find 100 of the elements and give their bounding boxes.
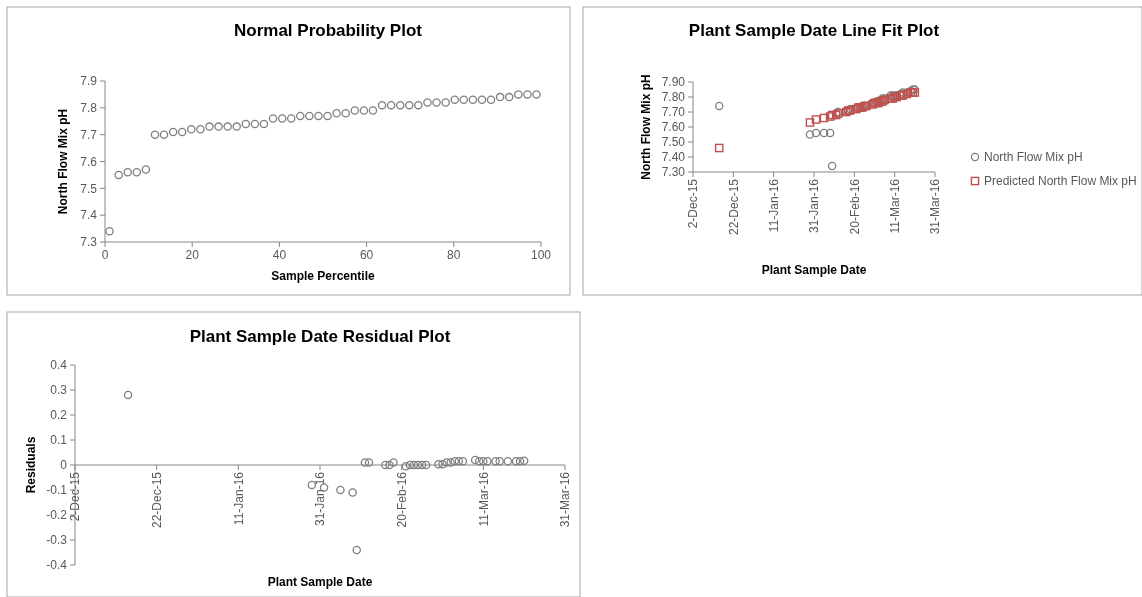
point	[514, 90, 523, 99]
point	[368, 106, 378, 115]
point	[268, 114, 278, 123]
point	[352, 545, 361, 555]
point	[385, 460, 394, 470]
x-tick-label: 22-Dec-15	[149, 471, 164, 529]
point	[811, 115, 821, 124]
point	[405, 100, 414, 110]
point	[532, 90, 541, 99]
point	[159, 130, 169, 139]
point	[323, 111, 332, 121]
point	[296, 111, 305, 121]
x-tick-label: 2-Dec-15	[686, 178, 701, 229]
y-tick-label: 7.40	[661, 150, 686, 165]
x-tick-label: 20	[185, 248, 200, 262]
point	[454, 457, 464, 466]
x-axis-title: Plant Sample Date	[761, 263, 867, 277]
point	[241, 119, 251, 129]
legend-label: Predicted North Flow Mix pH	[984, 174, 1137, 189]
point	[417, 460, 427, 470]
point	[359, 106, 369, 115]
y-tick-label: 0.3	[50, 383, 68, 398]
point	[395, 100, 405, 110]
x-tick-label: 20-Feb-16	[394, 471, 409, 528]
x-tick-label: 11-Jan-16	[766, 178, 781, 233]
point	[348, 488, 357, 497]
point	[413, 460, 423, 470]
x-tick-label: 11-Mar-16	[887, 178, 902, 234]
point	[250, 119, 260, 129]
chart-title: Plant Sample Date Residual Plot	[189, 327, 451, 346]
y-tick-label: 7.90	[661, 75, 686, 90]
point	[123, 167, 132, 177]
x-tick-label: 31-Mar-16	[558, 471, 573, 528]
point	[405, 460, 415, 470]
point	[827, 161, 837, 171]
point	[450, 95, 459, 105]
y-axis-title: North Flow Mix pH	[639, 74, 653, 180]
x-tick-label: 22-Dec-15	[726, 178, 741, 236]
point	[515, 457, 525, 466]
point	[511, 457, 521, 466]
point	[523, 90, 532, 99]
x-tick-label: 100	[530, 248, 552, 262]
point	[196, 125, 205, 134]
point	[423, 98, 432, 107]
x-tick-label: 20-Feb-16	[847, 178, 862, 235]
y-tick-label: 0.4	[50, 358, 68, 373]
point	[504, 92, 514, 102]
y-tick-label: 0	[60, 458, 68, 473]
point	[421, 460, 431, 470]
y-tick-label: 0.2	[50, 408, 68, 423]
point	[141, 165, 151, 174]
point	[495, 457, 504, 466]
point	[401, 462, 410, 471]
y-tick-label: 7.8	[80, 101, 98, 116]
legend-label: North Flow Mix pH	[984, 150, 1083, 165]
point	[381, 460, 390, 470]
chart-title: Plant Sample Date Line Fit Plot	[688, 21, 940, 40]
point	[450, 457, 459, 466]
point	[441, 98, 450, 107]
point	[409, 460, 419, 470]
point	[479, 457, 488, 466]
point	[350, 106, 360, 115]
point	[114, 170, 123, 180]
point	[805, 118, 815, 127]
y-tick-label: 7.6	[80, 154, 98, 169]
y-axis-title: North Flow Mix pH	[56, 108, 70, 215]
point	[483, 457, 492, 466]
x-tick-label: 80	[447, 248, 461, 262]
point	[389, 458, 398, 467]
point	[432, 98, 441, 107]
point	[438, 460, 447, 469]
y-tick-label: 7.70	[661, 105, 686, 120]
point	[811, 128, 821, 138]
x-tick-label: 11-Jan-16	[231, 471, 246, 526]
point	[805, 130, 815, 139]
point	[458, 457, 468, 466]
point	[459, 95, 469, 105]
y-tick-label: 7.50	[661, 135, 686, 150]
point	[491, 457, 500, 466]
point	[495, 92, 505, 102]
point	[819, 113, 829, 123]
x-tick-label: 31-Jan-16	[313, 471, 328, 527]
y-tick-label: -0.1	[46, 483, 68, 498]
point	[286, 114, 296, 123]
point	[150, 130, 160, 139]
point	[386, 100, 396, 110]
point	[442, 458, 451, 467]
point	[223, 122, 232, 131]
point	[205, 122, 214, 131]
point	[132, 167, 142, 177]
y-tick-label: 7.5	[80, 181, 98, 196]
y-tick-label: 7.7	[80, 127, 98, 142]
x-tick-label: 2-Dec-15	[68, 471, 83, 522]
point	[714, 143, 724, 153]
point	[214, 122, 223, 131]
point	[446, 458, 455, 467]
x-tick-label: 60	[359, 248, 374, 262]
point	[232, 122, 241, 131]
point	[187, 125, 196, 134]
chart-title: Normal Probability Plot	[234, 21, 423, 40]
